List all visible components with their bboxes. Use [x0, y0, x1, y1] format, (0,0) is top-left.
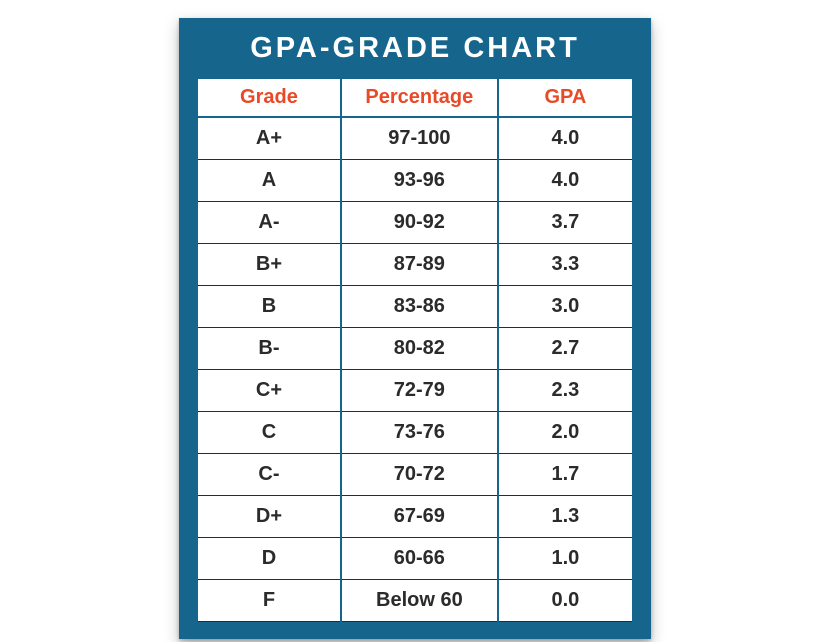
table-row: A-90-923.7 [197, 202, 633, 244]
table-row: B+87-893.3 [197, 244, 633, 286]
cell-gpa: 2.0 [498, 412, 633, 454]
cell-percentage: Below 60 [341, 580, 498, 622]
cell-gpa: 1.7 [498, 454, 633, 496]
cell-grade: F [197, 580, 341, 622]
cell-gpa: 3.3 [498, 244, 633, 286]
cell-gpa: 2.7 [498, 328, 633, 370]
table-row: B83-863.0 [197, 286, 633, 328]
table-body: A+97-1004.0 A93-964.0 A-90-923.7 B+87-89… [197, 117, 633, 622]
cell-gpa: 1.3 [498, 496, 633, 538]
cell-grade: A+ [197, 117, 341, 160]
cell-grade: A [197, 160, 341, 202]
cell-percentage: 67-69 [341, 496, 498, 538]
table-row: C73-762.0 [197, 412, 633, 454]
table-row: D+67-691.3 [197, 496, 633, 538]
table-row: FBelow 600.0 [197, 580, 633, 622]
cell-grade: D [197, 538, 341, 580]
cell-percentage: 83-86 [341, 286, 498, 328]
cell-percentage: 93-96 [341, 160, 498, 202]
cell-percentage: 80-82 [341, 328, 498, 370]
table-header-row: Grade Percentage GPA [197, 78, 633, 117]
cell-grade: C+ [197, 370, 341, 412]
gpa-grade-card: GPA-GRADE CHART Grade Percentage GPA A+9… [179, 18, 651, 639]
cell-percentage: 87-89 [341, 244, 498, 286]
table-row: D60-661.0 [197, 538, 633, 580]
table-row: C+72-792.3 [197, 370, 633, 412]
cell-gpa: 0.0 [498, 580, 633, 622]
gpa-grade-table: Grade Percentage GPA A+97-1004.0 A93-964… [196, 77, 634, 622]
cell-gpa: 3.7 [498, 202, 633, 244]
cell-percentage: 97-100 [341, 117, 498, 160]
cell-percentage: 73-76 [341, 412, 498, 454]
cell-grade: B+ [197, 244, 341, 286]
cell-grade: D+ [197, 496, 341, 538]
cell-grade: C [197, 412, 341, 454]
col-header-grade: Grade [197, 78, 341, 117]
cell-percentage: 90-92 [341, 202, 498, 244]
cell-percentage: 60-66 [341, 538, 498, 580]
col-header-gpa: GPA [498, 78, 633, 117]
cell-grade: A- [197, 202, 341, 244]
cell-gpa: 4.0 [498, 160, 633, 202]
cell-grade: B [197, 286, 341, 328]
table-row: A93-964.0 [197, 160, 633, 202]
chart-title: GPA-GRADE CHART [196, 18, 634, 77]
cell-grade: C- [197, 454, 341, 496]
cell-gpa: 3.0 [498, 286, 633, 328]
table-row: C-70-721.7 [197, 454, 633, 496]
cell-gpa: 1.0 [498, 538, 633, 580]
col-header-percentage: Percentage [341, 78, 498, 117]
cell-grade: B- [197, 328, 341, 370]
cell-percentage: 70-72 [341, 454, 498, 496]
table-row: B-80-822.7 [197, 328, 633, 370]
cell-gpa: 2.3 [498, 370, 633, 412]
cell-gpa: 4.0 [498, 117, 633, 160]
cell-percentage: 72-79 [341, 370, 498, 412]
table-row: A+97-1004.0 [197, 117, 633, 160]
